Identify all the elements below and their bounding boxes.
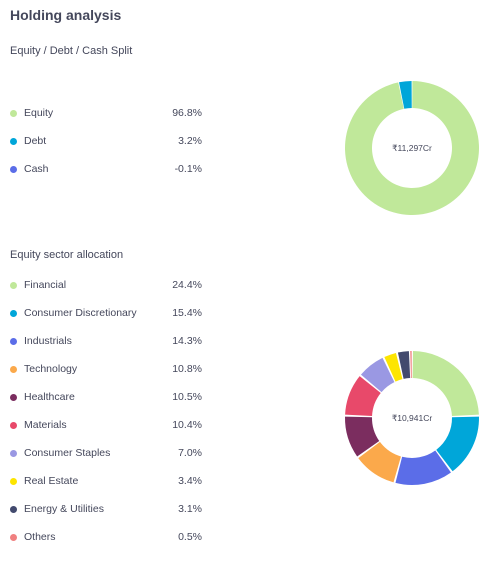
slice-others[interactable] — [410, 351, 412, 379]
legend-dot — [10, 505, 17, 513]
sector-section-title: Equity sector allocation — [10, 249, 124, 261]
legend-value: 3.4% — [178, 475, 202, 487]
slice-materials[interactable] — [345, 376, 381, 417]
legend-label: Healthcare — [24, 391, 75, 403]
slice-industrials[interactable] — [395, 450, 451, 485]
legend-item-industrials: Industrials 14.3% — [10, 333, 202, 349]
legend-dot — [10, 137, 17, 145]
legend-label: Real Estate — [24, 475, 79, 487]
legend-label: Debt — [24, 135, 47, 147]
slice-technology[interactable] — [358, 441, 401, 483]
legend-value: 24.4% — [172, 279, 202, 291]
legend-dot — [10, 337, 17, 345]
legend-dot — [10, 165, 17, 173]
legend-dot — [10, 365, 17, 373]
legend-dot — [10, 449, 17, 457]
legend-value: 0.5% — [178, 531, 202, 543]
legend-label: Financial — [24, 279, 67, 291]
legend-dot — [10, 421, 17, 429]
slice-healthcare[interactable] — [345, 416, 380, 457]
legend-value: 15.4% — [172, 307, 202, 319]
slice-consumer-discretionary[interactable] — [436, 416, 479, 472]
legend-dot — [10, 533, 17, 541]
legend-value: 10.8% — [172, 363, 202, 375]
donut-center-label: ₹10,941Cr — [392, 413, 433, 423]
page-title: Holding analysis — [10, 7, 122, 23]
legend-label: Consumer Staples — [24, 447, 111, 459]
slice-equity[interactable] — [345, 81, 479, 215]
legend-value: 3.2% — [178, 135, 202, 147]
legend-value: -0.1% — [174, 163, 202, 175]
slice-financial[interactable] — [412, 351, 479, 417]
legend-label: Consumer Discretionary — [24, 307, 137, 319]
legend-value: 96.8% — [172, 107, 202, 119]
legend-item-consumer-staples: Consumer Staples 7.0% — [10, 445, 202, 461]
legend-item-consumer-discretionary: Consumer Discretionary 15.4% — [10, 305, 202, 321]
legend-dot — [10, 477, 17, 485]
legend-label: Materials — [24, 419, 67, 431]
legend-label: Energy & Utilities — [24, 503, 104, 515]
legend-item-real-estate: Real Estate 3.4% — [10, 473, 202, 489]
legend-dot — [10, 309, 17, 317]
legend-item-others: Others 0.5% — [10, 529, 202, 545]
legend-value: 14.3% — [172, 335, 202, 347]
slice-debt[interactable] — [399, 81, 412, 109]
legend-item-materials: Materials 10.4% — [10, 417, 202, 433]
slice-real-estate[interactable] — [384, 352, 403, 382]
sector-donut-chart: ₹10,941Cr — [345, 351, 479, 485]
split-donut-chart: ₹11,297Cr — [345, 81, 479, 215]
legend-value: 3.1% — [178, 503, 202, 515]
legend-item-cash: Cash -0.1% — [10, 161, 202, 177]
legend-dot — [10, 393, 17, 401]
slice-consumer-staples[interactable] — [360, 357, 395, 393]
legend-value: 10.4% — [172, 419, 202, 431]
legend-item-technology: Technology 10.8% — [10, 361, 202, 377]
legend-dot — [10, 281, 17, 289]
legend-label: Technology — [24, 363, 78, 375]
donut-center-label: ₹11,297Cr — [392, 143, 432, 153]
legend-item-energy-and-utilities: Energy & Utilities 3.1% — [10, 501, 202, 517]
slice-energy-and-utilities[interactable] — [397, 351, 411, 379]
split-section-title: Equity / Debt / Cash Split — [10, 45, 133, 57]
legend-item-healthcare: Healthcare 10.5% — [10, 389, 202, 405]
legend-label: Equity — [24, 107, 54, 119]
legend-item-equity: Equity 96.8% — [10, 105, 202, 121]
legend-label: Industrials — [24, 335, 72, 347]
legend-item-debt: Debt 3.2% — [10, 133, 202, 149]
legend-label: Others — [24, 531, 56, 543]
legend-label: Cash — [24, 163, 49, 175]
legend-item-financial: Financial 24.4% — [10, 277, 202, 293]
legend-value: 10.5% — [172, 391, 202, 403]
legend-dot — [10, 109, 17, 117]
legend-value: 7.0% — [178, 447, 202, 459]
